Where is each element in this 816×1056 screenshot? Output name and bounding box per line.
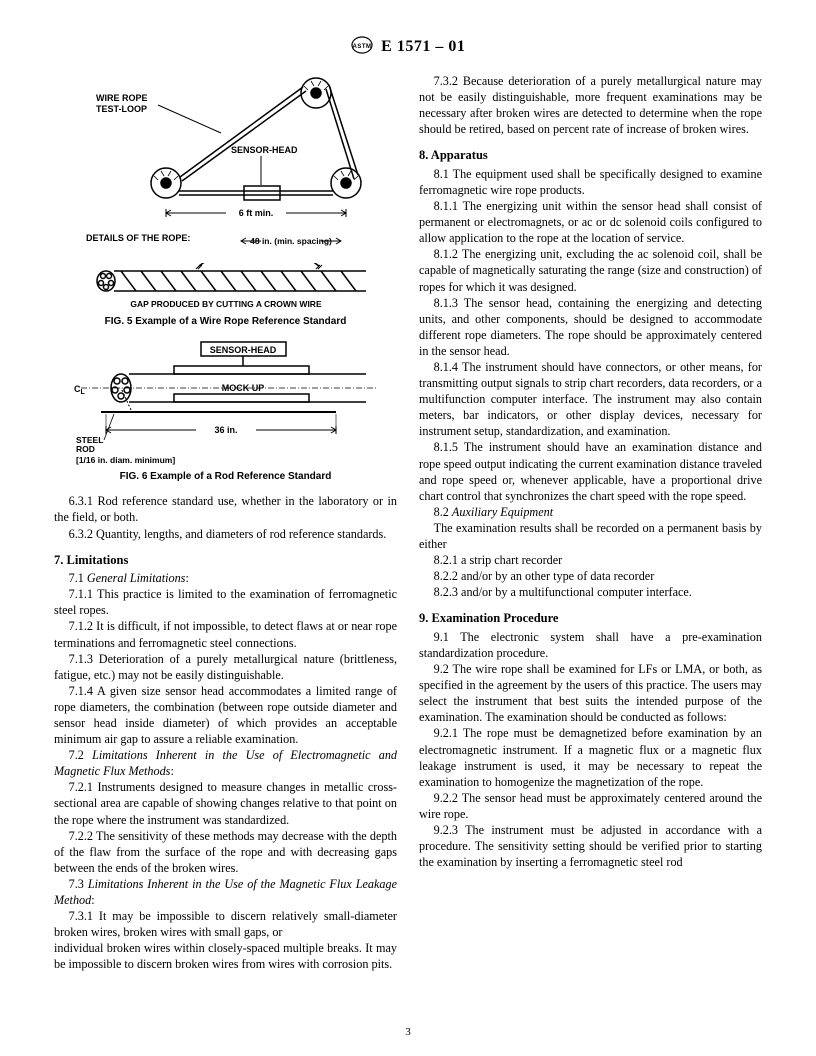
figure-6-svg: CL SENSOR-HEAD MOCK UP 36 in. STEEL ROD … xyxy=(66,338,386,468)
fig6-cl-label: CL xyxy=(74,384,86,396)
para-8-1-4: 8.1.4 The instrument should have connect… xyxy=(419,359,762,439)
para-8-1-5: 8.1.5 The instrument should have an exam… xyxy=(419,439,762,503)
para-8-1-1: 8.1.1 The energizing unit within the sen… xyxy=(419,198,762,246)
fig6-caption: FIG. 6 Example of a Rod Reference Standa… xyxy=(54,470,397,483)
para-7-2-1: 7.2.1 Instruments designed to measure ch… xyxy=(54,779,397,827)
fig5-gap-label: GAP PRODUCED BY CUTTING A CROWN WIRE xyxy=(130,299,322,309)
para-9-2: 9.2 The wire rope shall be examined for … xyxy=(419,661,762,725)
fig5-test-loop-label: TEST-LOOP xyxy=(96,104,147,114)
figure-5-svg: WIRE ROPE TEST-LOOP SENSOR-HEAD 6 ft min… xyxy=(66,73,386,263)
para-8-1-2: 8.1.2 The energizing unit, excluding the… xyxy=(419,246,762,294)
fig5-caption: FIG. 5 Example of a Wire Rope Reference … xyxy=(54,315,397,328)
para-9-2-1: 9.2.1 The rope must be demagnetized befo… xyxy=(419,725,762,789)
para-7-2: 7.2 Limitations Inherent in the Use of E… xyxy=(54,747,397,779)
astm-logo-icon: ASTM xyxy=(351,36,373,59)
figure-5-detail-svg: GAP PRODUCED BY CUTTING A CROWN WIRE xyxy=(66,263,386,313)
fig6-length-label: 36 in. xyxy=(214,425,237,435)
para-7-2-2: 7.2.2 The sensitivity of these methods m… xyxy=(54,828,397,876)
para-7-3: 7.3 Limitations Inherent in the Use of t… xyxy=(54,876,397,908)
para-7-3-1: 7.3.1 It may be impossible to discern re… xyxy=(54,908,397,940)
fig5-details-label: DETAILS OF THE ROPE: xyxy=(86,233,190,243)
fig6-mock-up-label: MOCK UP xyxy=(221,383,264,393)
fig5-sensor-head-label: SENSOR-HEAD xyxy=(231,145,298,155)
heading-9: 9. Examination Procedure xyxy=(419,610,762,627)
fig5-length-label: 6 ft min. xyxy=(238,208,273,218)
text-columns: WIRE ROPE TEST-LOOP SENSOR-HEAD 6 ft min… xyxy=(54,73,762,1003)
para-8-2a: The examination results shall be recorde… xyxy=(419,520,762,552)
para-6-3-2: 6.3.2 Quantity, lengths, and diameters o… xyxy=(54,526,397,542)
para-8-1-3: 8.1.3 The sensor head, containing the en… xyxy=(419,295,762,359)
para-8-2-1: 8.2.1 a strip chart recorder xyxy=(419,552,762,568)
para-8-2: 8.2 Auxiliary Equipment xyxy=(419,504,762,520)
para-8-2-3: 8.2.3 and/or by a multifunctional comput… xyxy=(419,584,762,600)
fig5-spacing-label: 48 in. (min. spacing) xyxy=(250,236,332,246)
para-9-2-2: 9.2.2 The sensor head must be approximat… xyxy=(419,790,762,822)
para-7-3-1b: individual broken wires within closely-s… xyxy=(54,940,397,972)
page: ASTM E 1571 – 01 xyxy=(0,0,816,1039)
fig5-wire-rope-label: WIRE ROPE xyxy=(96,93,148,103)
figure-5: WIRE ROPE TEST-LOOP SENSOR-HEAD 6 ft min… xyxy=(54,73,397,328)
para-7-3-2: 7.3.2 Because deterioration of a purely … xyxy=(419,73,762,137)
para-7-1-3: 7.1.3 Deterioration of a purely metallur… xyxy=(54,651,397,683)
heading-7: 7. Limitations xyxy=(54,552,397,569)
para-7-1-4: 7.1.4 A given size sensor head accommoda… xyxy=(54,683,397,747)
para-8-2-2: 8.2.2 and/or by an other type of data re… xyxy=(419,568,762,584)
para-7-1-1: 7.1.1 This practice is limited to the ex… xyxy=(54,586,397,618)
fig6-sensor-head-label: SENSOR-HEAD xyxy=(209,345,276,355)
page-number: 3 xyxy=(0,1026,816,1038)
para-7-1-2: 7.1.2 It is difficult, if not impossible… xyxy=(54,618,397,650)
para-8-1: 8.1 The equipment used shall be specific… xyxy=(419,166,762,198)
para-6-3-1: 6.3.1 Rod reference standard use, whethe… xyxy=(54,493,397,525)
para-9-2-3: 9.2.3 The instrument must be adjusted in… xyxy=(419,822,762,870)
para-9-1: 9.1 The electronic system shall have a p… xyxy=(419,629,762,661)
para-7-1: 7.1 General Limitations: xyxy=(54,570,397,586)
svg-text:ASTM: ASTM xyxy=(352,44,371,50)
figure-6: CL SENSOR-HEAD MOCK UP 36 in. STEEL ROD … xyxy=(54,338,397,483)
designation-text: E 1571 – 01 xyxy=(381,38,465,55)
fig6-rod-label: ROD xyxy=(76,444,95,454)
fig6-diameter-label: [1/16 in. diam. minimum] xyxy=(76,455,175,465)
heading-8: 8. Apparatus xyxy=(419,147,762,164)
document-header: ASTM E 1571 – 01 xyxy=(54,36,762,59)
